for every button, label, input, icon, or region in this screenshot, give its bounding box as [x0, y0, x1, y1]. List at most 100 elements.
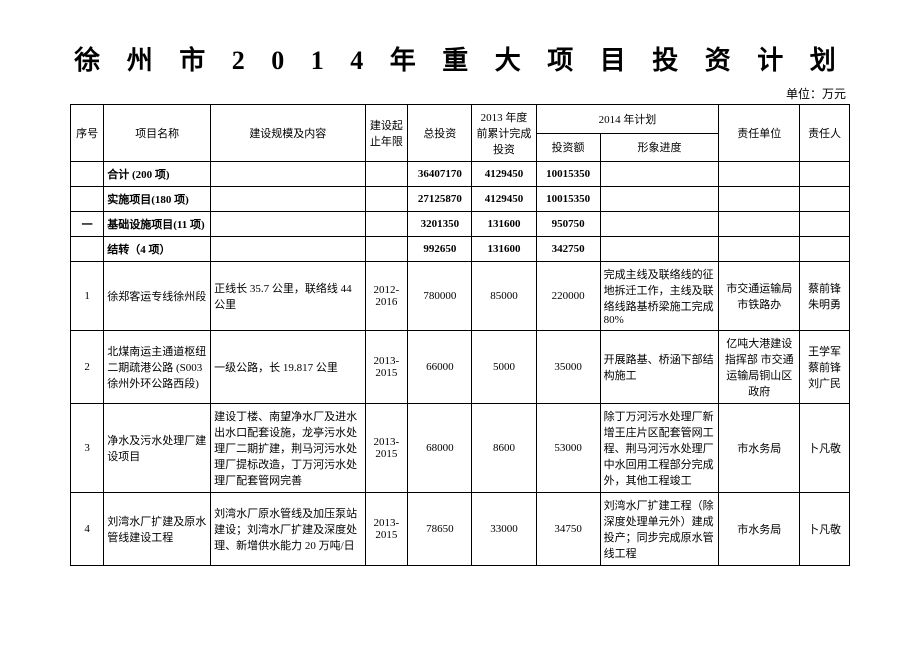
cell-2013: 5000	[472, 331, 536, 404]
cell-resp-person	[800, 237, 850, 262]
cell-name: 基础设施项目(11 项)	[104, 212, 211, 237]
cell-total: 68000	[408, 404, 472, 493]
cell-scale	[211, 162, 365, 187]
summary-row: 合计 (200 项) 36407170412945010015350	[71, 162, 850, 187]
cell-total: 27125870	[408, 187, 472, 212]
cell-resp-unit	[719, 212, 800, 237]
cell-resp-person: 蔡前锋朱明勇	[800, 262, 850, 331]
cell-scale: 一级公路，长 19.817 公里	[211, 331, 365, 404]
cell-progress	[600, 212, 719, 237]
cell-resp-person: 王学军蔡前锋刘广民	[800, 331, 850, 404]
cell-resp-unit: 亿吨大港建设指挥部 市交通运输局铜山区政府	[719, 331, 800, 404]
cell-scale: 建设丁楼、南望净水厂及进水出水口配套设施，龙亭污水处理厂二期扩建，荆马河污水处理…	[211, 404, 365, 493]
cell-seq	[71, 162, 104, 187]
table-row: 1徐郑客运专线徐州段正线长 35.7 公里，联络线 44公里2012-20167…	[71, 262, 850, 331]
cell-progress	[600, 187, 719, 212]
projects-table: 序号 项目名称 建设规模及内容 建设起止年限 总投资 2013 年度前累计完成投…	[70, 104, 850, 566]
table-row: 2北煤南运主通道枢纽二期疏港公路 (S003 徐州外环公路西段)一级公路，长 1…	[71, 331, 850, 404]
cell-period: 2013-2015	[365, 404, 408, 493]
th-invest: 投资额	[536, 133, 600, 162]
cell-invest: 342750	[536, 237, 600, 262]
cell-2013: 131600	[472, 237, 536, 262]
th-seq: 序号	[71, 105, 104, 162]
cell-total: 36407170	[408, 162, 472, 187]
cell-period: 2012-2016	[365, 262, 408, 331]
cell-seq: 一	[71, 212, 104, 237]
th-resp-unit: 责任单位	[719, 105, 800, 162]
cell-total: 78650	[408, 493, 472, 566]
cell-total: 66000	[408, 331, 472, 404]
cell-invest: 35000	[536, 331, 600, 404]
cell-progress	[600, 162, 719, 187]
cell-period	[365, 212, 408, 237]
cell-period	[365, 187, 408, 212]
th-total: 总投资	[408, 105, 472, 162]
cell-resp-person	[800, 187, 850, 212]
cell-total: 3201350	[408, 212, 472, 237]
cell-resp-unit	[719, 187, 800, 212]
cell-2013: 33000	[472, 493, 536, 566]
cell-2013: 4129450	[472, 162, 536, 187]
summary-row: 实施项目(180 项) 27125870412945010015350	[71, 187, 850, 212]
cell-invest: 10015350	[536, 162, 600, 187]
page-title: 徐 州 市 2 0 1 4 年 重 大 项 目 投 资 计 划	[70, 40, 850, 77]
cell-seq	[71, 237, 104, 262]
cell-name: 实施项目(180 项)	[104, 187, 211, 212]
summary-row: 结转（4 项） 992650131600342750	[71, 237, 850, 262]
cell-2013: 131600	[472, 212, 536, 237]
cell-progress	[600, 237, 719, 262]
cell-scale: 刘湾水厂原水管线及加压泵站建设；刘湾水厂扩建及深度处理、新增供水能力 20 万吨…	[211, 493, 365, 566]
cell-seq: 3	[71, 404, 104, 493]
cell-2013: 85000	[472, 262, 536, 331]
th-2013: 2013 年度前累计完成投资	[472, 105, 536, 162]
th-resp-person: 责任人	[800, 105, 850, 162]
cell-progress: 完成主线及联络线的征地拆迁工作，主线及联络线路基桥梁施工完成 80%	[600, 262, 719, 331]
cell-resp-person: 卜凡敬	[800, 493, 850, 566]
cell-name: 结转（4 项）	[104, 237, 211, 262]
th-scale: 建设规模及内容	[211, 105, 365, 162]
cell-period: 2013-2015	[365, 493, 408, 566]
cell-seq	[71, 187, 104, 212]
cell-progress: 刘湾水厂扩建工程（除深度处理单元外）建成投产；同步完成原水管线工程	[600, 493, 719, 566]
cell-invest: 53000	[536, 404, 600, 493]
cell-resp-unit: 市交通运输局市铁路办	[719, 262, 800, 331]
th-period: 建设起止年限	[365, 105, 408, 162]
table-row: 4刘湾水厂扩建及原水管线建设工程刘湾水厂原水管线及加压泵站建设；刘湾水厂扩建及深…	[71, 493, 850, 566]
cell-period	[365, 162, 408, 187]
cell-2013: 8600	[472, 404, 536, 493]
th-plan2014: 2014 年计划	[536, 105, 719, 134]
cell-resp-person: 卜凡敬	[800, 404, 850, 493]
cell-scale	[211, 187, 365, 212]
cell-invest: 220000	[536, 262, 600, 331]
cell-invest: 10015350	[536, 187, 600, 212]
cell-total: 780000	[408, 262, 472, 331]
cell-progress: 除丁万河污水处理厂新增王庄片区配套管网工程、荆马河污水处理厂中水回用工程部分完成…	[600, 404, 719, 493]
cell-resp-unit: 市水务局	[719, 404, 800, 493]
cell-scale	[211, 212, 365, 237]
th-name: 项目名称	[104, 105, 211, 162]
cell-seq: 1	[71, 262, 104, 331]
cell-invest: 950750	[536, 212, 600, 237]
th-progress: 形象进度	[600, 133, 719, 162]
cell-name: 北煤南运主通道枢纽二期疏港公路 (S003 徐州外环公路西段)	[104, 331, 211, 404]
cell-resp-person	[800, 162, 850, 187]
table-row: 3净水及污水处理厂建设项目建设丁楼、南望净水厂及进水出水口配套设施，龙亭污水处理…	[71, 404, 850, 493]
table-header: 序号 项目名称 建设规模及内容 建设起止年限 总投资 2013 年度前累计完成投…	[71, 105, 850, 162]
cell-resp-person	[800, 212, 850, 237]
cell-period	[365, 237, 408, 262]
table-body: 合计 (200 项)36407170412945010015350实施项目(18…	[71, 162, 850, 566]
cell-scale: 正线长 35.7 公里，联络线 44公里	[211, 262, 365, 331]
cell-progress: 开展路基、桥涵下部结构施工	[600, 331, 719, 404]
cell-2013: 4129450	[472, 187, 536, 212]
cell-name: 徐郑客运专线徐州段	[104, 262, 211, 331]
cell-resp-unit	[719, 162, 800, 187]
cell-seq: 4	[71, 493, 104, 566]
cell-invest: 34750	[536, 493, 600, 566]
summary-row: 一基础设施项目(11 项) 3201350131600950750	[71, 212, 850, 237]
cell-scale	[211, 237, 365, 262]
cell-total: 992650	[408, 237, 472, 262]
cell-resp-unit: 市水务局	[719, 493, 800, 566]
cell-name: 合计 (200 项)	[104, 162, 211, 187]
cell-name: 刘湾水厂扩建及原水管线建设工程	[104, 493, 211, 566]
cell-name: 净水及污水处理厂建设项目	[104, 404, 211, 493]
